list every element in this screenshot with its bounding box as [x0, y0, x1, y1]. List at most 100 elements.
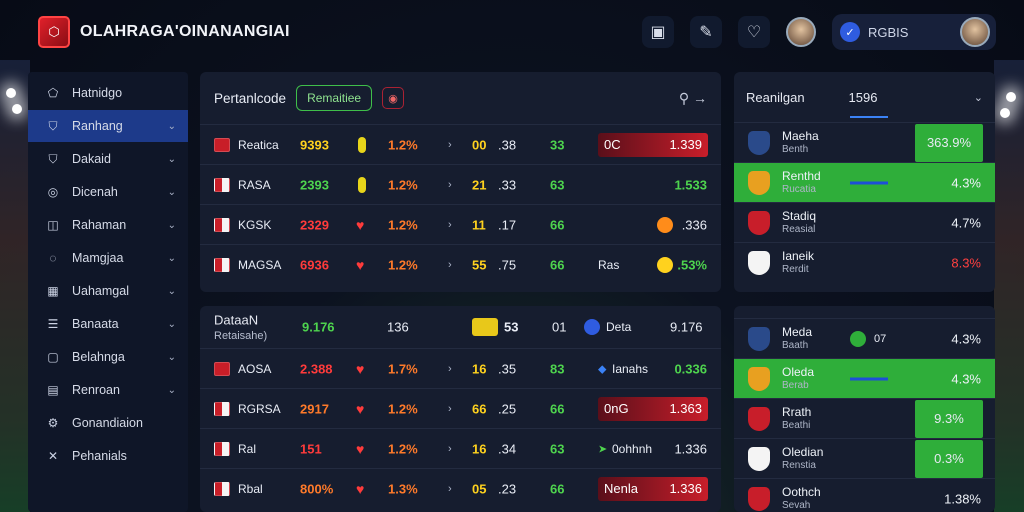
- list-item[interactable]: Oleda Berab 4.3%: [734, 358, 995, 398]
- team-crest-icon: [748, 170, 770, 195]
- team-name: Oleda: [782, 364, 815, 379]
- odds-bar[interactable]: 0C 1.339: [598, 132, 708, 157]
- sidebar-item[interactable]: ⛉ Ranhang ⌄: [28, 110, 188, 142]
- table-icon: ▤: [47, 383, 59, 397]
- table-row[interactable]: AOSA 2.388 ♥ 1.7% › 16 .35 83 ◆ Ianahs 0.336: [200, 348, 721, 388]
- filter-tag[interactable]: Remaitiee: [296, 85, 373, 111]
- list-item[interactable]: Stadiq Reasial 4.7%: [734, 202, 995, 242]
- list-item[interactable]: Oledian Renstia 0.3%: [734, 438, 995, 478]
- odds-label: 0ohhnh: [612, 441, 653, 456]
- profile-menu[interactable]: ✓ RGBIS: [832, 14, 996, 50]
- table-row[interactable]: RASA 2393 1.2% › 21 .33 63 1.533: [200, 164, 721, 204]
- stat-e: 63: [550, 441, 565, 456]
- team-flag-icon: [214, 481, 230, 496]
- heart-icon[interactable]: ♡: [738, 16, 770, 48]
- sidebar-item[interactable]: ▦ Uahamgal ⌄: [28, 275, 188, 307]
- list-item[interactable]: Meda Baath 07 4.3%: [734, 318, 995, 358]
- table-row[interactable]: Reatica 9393 1.2% › 00 .38 33 0C 1.339: [200, 124, 721, 164]
- sidebar-item[interactable]: ◌ Mamgjaa ⌄: [28, 242, 188, 274]
- list-item[interactable]: Oothch Sevah 1.38%: [734, 478, 995, 512]
- header-label-e: Deta: [606, 320, 632, 334]
- odds-label: Ianahs: [612, 361, 649, 376]
- table-row[interactable]: Rbal 800% ♥ 1.3% › 05 .23 66 Nenla 1.336: [200, 468, 721, 508]
- stat-e: 66: [550, 401, 565, 416]
- sidebar-item-label: Dakaid: [72, 152, 111, 166]
- chevron-down-icon: ⌄: [167, 153, 176, 165]
- team-crest-icon: [748, 210, 770, 235]
- sidebar-item[interactable]: ✕ Pehanials: [28, 440, 188, 472]
- list-item[interactable]: Renthd Rucatia 4.3%: [734, 162, 995, 202]
- stat-a: 800%: [300, 481, 334, 496]
- list-item[interactable]: Rrath Beathi 9.3%: [734, 398, 995, 438]
- stat-b: 1.2%: [388, 441, 418, 456]
- odds-bar[interactable]: 0nG 1.363: [598, 396, 708, 421]
- sidebar-item[interactable]: ▤ Renroan ⌄: [28, 374, 188, 406]
- progress-marker: [850, 181, 888, 184]
- odds-bar[interactable]: Nenla 1.336: [598, 476, 708, 501]
- percent-value: 4.7%: [951, 215, 981, 230]
- list-item[interactable]: Ianeik Rerdit 8.3%: [734, 242, 995, 282]
- team-name: Stadiq: [782, 208, 817, 223]
- list-item[interactable]: Maeha Benth 363.9%: [734, 122, 995, 162]
- percent-value: 8.3%: [951, 255, 981, 270]
- odds-label: Ras: [598, 257, 620, 272]
- image-icon[interactable]: ▣: [642, 16, 674, 48]
- team-flag-icon: [214, 441, 230, 456]
- stat-b: 1.2%: [388, 137, 418, 152]
- table-row[interactable]: Ral 151 ♥ 1.2% › 16 .34 63 ➤ 0ohhnh 1.336: [200, 428, 721, 468]
- square-icon: ▢: [47, 350, 59, 364]
- sidebar-item[interactable]: ☰ Banaata ⌄: [28, 308, 188, 340]
- progress-marker: [850, 377, 888, 380]
- avatar[interactable]: [786, 17, 816, 47]
- percent-box: 9.3%: [915, 399, 983, 438]
- team-name: RGRSA: [238, 401, 281, 416]
- stat-c: 11: [472, 217, 486, 232]
- sidebar-item-label: Renroan: [72, 383, 120, 397]
- coin-icon: [657, 256, 673, 273]
- arrow-icon: ➤: [598, 443, 608, 455]
- sidebar-item[interactable]: ◫ Rahaman ⌄: [28, 209, 188, 241]
- stat-b: 1.2%: [388, 401, 418, 416]
- panel-subtitle: Retaisahe): [214, 330, 268, 342]
- sidebar-item[interactable]: ◎ Dicenah ⌄: [28, 176, 188, 208]
- chevron-down-icon[interactable]: ⌄: [973, 91, 983, 104]
- team-badge-icon: [584, 319, 600, 335]
- panel-title: DataaN: [214, 312, 259, 328]
- table-row[interactable]: KGSK 2329 ♥ 1.2% › 11 .17 66 .336: [200, 204, 721, 244]
- team-name: AOSA: [238, 361, 272, 376]
- profile-avatar: [960, 17, 990, 47]
- header-value-e: 9.176: [670, 319, 703, 335]
- percent-box: 0.3%: [915, 439, 983, 478]
- sidebar-item[interactable]: ⬠ Hatnidgo: [28, 77, 188, 109]
- live-icon[interactable]: ◉: [382, 87, 405, 109]
- percent-box: 363.9%: [915, 123, 983, 162]
- puzzle-icon[interactable]: ✎: [690, 16, 722, 48]
- table-row[interactable]: RGRSA 2917 ♥ 1.2% › 66 .25 66 0nG 1.363: [200, 388, 721, 428]
- sidebar-item[interactable]: ▢ Belahnga ⌄: [28, 341, 188, 373]
- percent-value: 1.38%: [944, 491, 981, 506]
- sidebar-item[interactable]: ⚙ Gonandiaion: [28, 407, 188, 439]
- team-crest-icon: [748, 446, 770, 471]
- stat-e: 63: [550, 177, 565, 192]
- team-flag-icon: [214, 137, 230, 152]
- sidebar-item[interactable]: ⛉ Dakaid ⌄: [28, 143, 188, 175]
- ranking-tab[interactable]: 1596: [848, 89, 878, 105]
- sidebar-item-label: Banaata: [72, 317, 119, 331]
- profile-name: RGBIS: [868, 24, 909, 40]
- chevron-right-icon: ›: [448, 178, 452, 191]
- team-flag-icon: [214, 177, 230, 192]
- chevron-down-icon: ⌄: [167, 252, 176, 264]
- team-entry: Ianeik Rerdit: [782, 249, 814, 276]
- header-value-a: 9.176: [302, 319, 335, 335]
- tools-icon[interactable]: ⚲ →: [678, 89, 707, 106]
- sidebar-item-label: Mamgjaa: [72, 251, 124, 265]
- coin-icon: [657, 216, 673, 233]
- team-crest-icon: [748, 486, 770, 511]
- team-crest-icon: [748, 326, 770, 351]
- percent-value: 4.3%: [951, 371, 981, 386]
- table-row[interactable]: MAGSA 6936 ♥ 1.2% › 55 .75 66 Ras .53%: [200, 244, 721, 284]
- brand-logo[interactable]: ⬡: [38, 16, 70, 48]
- header-value-c: 53: [504, 319, 519, 335]
- stat-a: 9393: [300, 137, 329, 152]
- top-header: ⬡ OLAHRAGA'OINANANGIAI ▣ ✎ ♡ ✓ RGBIS: [28, 8, 996, 56]
